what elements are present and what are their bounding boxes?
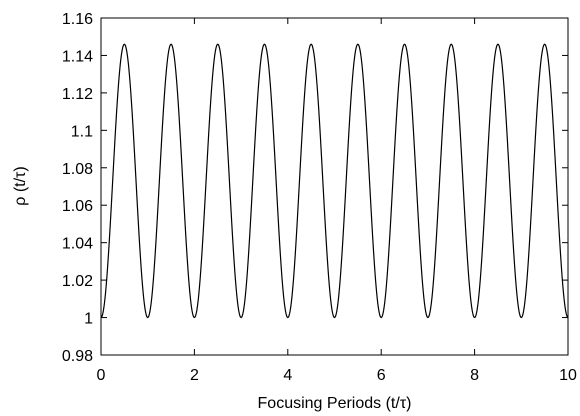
y-tick-label: 1.02 xyxy=(62,273,93,290)
x-tick-label: 8 xyxy=(470,367,479,384)
y-tick-label: 1.08 xyxy=(62,161,93,178)
y-tick-label: 1.06 xyxy=(62,198,93,215)
x-tick-label: 6 xyxy=(377,367,386,384)
y-axis-ticks: 0.98 1 1.02 1.04 1.06 1.08 1.1 1.12 1.14 1.16 xyxy=(62,11,568,365)
y-tick-label: 1.16 xyxy=(62,11,93,28)
x-tick-label: 4 xyxy=(283,367,292,384)
y-tick-label: 0.98 xyxy=(62,348,93,365)
x-tick-label: 0 xyxy=(97,367,106,384)
x-tick-label: 2 xyxy=(190,367,199,384)
y-axis-label: ρ (t/τ) xyxy=(12,166,29,205)
plot-frame xyxy=(100,17,569,356)
y-tick-label: 1.1 xyxy=(71,123,93,140)
x-axis-ticks: 0 2 4 6 8 10 xyxy=(97,18,577,384)
y-tick-label: 1.14 xyxy=(62,48,93,65)
y-tick-label: 1 xyxy=(84,311,93,328)
y-tick-label: 1.12 xyxy=(62,86,93,103)
series-line xyxy=(100,43,569,319)
x-axis-label: Focusing Periods (t/τ) xyxy=(258,395,412,412)
x-tick-label: 10 xyxy=(559,367,577,384)
y-tick-label: 1.04 xyxy=(62,236,93,253)
